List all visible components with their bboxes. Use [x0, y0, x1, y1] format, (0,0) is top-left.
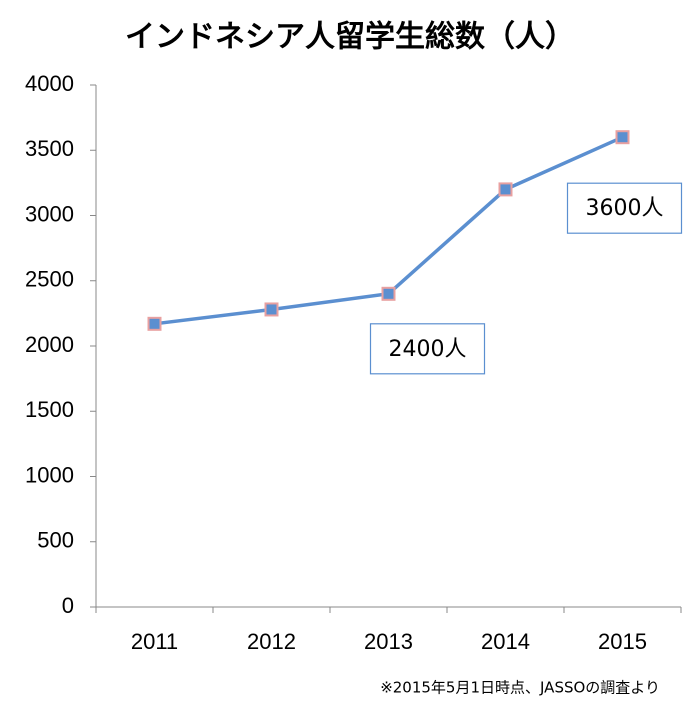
y-tick-label: 3500	[25, 136, 74, 161]
data-label: 3600人	[586, 196, 664, 221]
x-tick-label: 2015	[598, 629, 647, 654]
y-tick-label: 1000	[25, 462, 74, 487]
footnote: ※2015年5月1日時点、JASSOの調査より	[380, 679, 660, 697]
y-tick-label: 1500	[25, 397, 74, 422]
y-tick-label: 2500	[25, 267, 74, 292]
marker	[264, 302, 279, 317]
y-tick-label: 2000	[25, 332, 74, 357]
x-tick-label: 2014	[481, 629, 530, 654]
label-box	[369, 323, 486, 375]
marker	[615, 130, 630, 145]
marker	[498, 182, 513, 197]
y-tick-label: 3000	[25, 201, 74, 226]
y-tick-label: 4000	[25, 71, 74, 96]
y-tick-label: 500	[37, 528, 74, 553]
y-tick-label: 0	[62, 593, 74, 618]
marker	[147, 316, 162, 331]
x-tick-label: 2011	[131, 629, 178, 654]
marker	[381, 286, 396, 301]
x-tick-label: 2012	[247, 629, 296, 654]
x-tick-label: 2013	[364, 629, 413, 654]
chart-title: インドネシア人留学生総数（人）	[125, 20, 575, 55]
label-box	[566, 182, 683, 234]
data-label: 2400人	[389, 337, 467, 362]
